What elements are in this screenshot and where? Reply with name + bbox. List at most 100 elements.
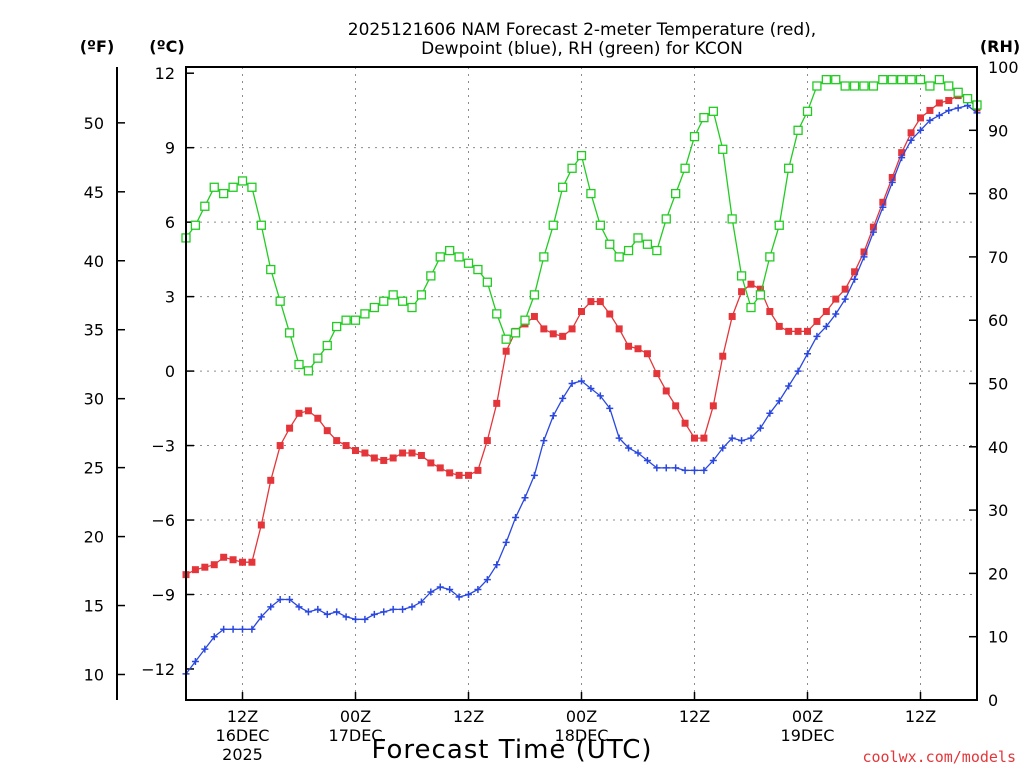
dewpoint-point [417, 598, 425, 606]
dewpoint-point [879, 203, 887, 211]
dewpoint-point [483, 576, 491, 584]
temperature-point [662, 387, 670, 395]
series-layer [181, 75, 982, 678]
rh-point [868, 81, 879, 91]
rh-point [831, 75, 841, 85]
temperature-point [446, 469, 454, 477]
rh-point [209, 182, 219, 192]
temperature-point [559, 332, 567, 340]
dewpoint-point [427, 588, 435, 596]
dewpoint-point [314, 605, 322, 613]
dewpoint-point [267, 603, 275, 611]
rh-point [802, 106, 813, 116]
rh-point [962, 94, 973, 104]
temperature-point [314, 414, 322, 422]
rh-point [275, 296, 285, 306]
temperature-point [530, 312, 538, 320]
x-axis-label: Forecast Time (UTC) [371, 735, 652, 765]
fahrenheit-tick-label: 45 [84, 183, 104, 202]
fahrenheit-axis: 10 15 20 25 30 35 40 45 50 [84, 67, 125, 700]
time-tick-year: 2025 [222, 745, 263, 764]
temperature-point [775, 322, 783, 330]
rh-point [878, 75, 888, 85]
temperature-point [276, 442, 284, 450]
rh-point [492, 309, 502, 319]
rh-point [925, 81, 935, 91]
temperature-point [239, 558, 246, 566]
dewpoint-point [210, 633, 218, 641]
rh-point [256, 220, 266, 230]
dewpoint-point [191, 658, 199, 666]
rh-point [501, 334, 511, 344]
rh-point [341, 315, 351, 325]
dewpoint-point [540, 437, 548, 445]
time-tick-label: 12Z [227, 707, 258, 726]
rh-tick-label: 40 [988, 438, 1008, 457]
temperature-point [342, 442, 350, 450]
rh-point [576, 150, 587, 161]
rh-tick-label: 50 [988, 375, 1008, 394]
time-tick-label: 12Z [453, 707, 484, 726]
rh-point [416, 290, 427, 300]
rh-point [595, 220, 605, 230]
dewpoint-point [945, 106, 953, 114]
rh-point [718, 144, 728, 154]
rh-point [661, 214, 671, 224]
temperature-point [841, 285, 849, 293]
dewpoint-point [248, 625, 256, 633]
dewpoint-point [239, 625, 246, 633]
temperature-point [380, 456, 388, 464]
temperature-point [361, 449, 369, 457]
temperature-point [248, 558, 256, 566]
temperature-point [756, 285, 764, 293]
fahrenheit-unit-label: (ºF) [80, 37, 115, 56]
dewpoint-point [775, 397, 783, 405]
rh-point [445, 245, 455, 256]
celsius-tick-label: 3 [165, 288, 175, 307]
rh-point [313, 353, 323, 363]
rh-point [605, 239, 615, 249]
celsius-tick-label: 9 [165, 139, 175, 158]
fahrenheit-tick-label: 40 [84, 252, 104, 271]
dewpoint-point [530, 471, 538, 479]
temperature-point [417, 451, 425, 459]
dewpoint-point [691, 466, 698, 474]
dewpoint-point [342, 613, 350, 621]
rh-point [774, 220, 784, 230]
rh-point [454, 252, 464, 262]
temperature-point [596, 298, 604, 306]
temperature-point [352, 447, 359, 455]
dewpoint-point [766, 409, 774, 417]
rh-point [953, 87, 963, 97]
rh-point [548, 220, 558, 230]
dewpoint-point [361, 615, 369, 623]
rh-point [652, 245, 662, 256]
dewpoint-point [606, 404, 614, 412]
temperature-point [578, 308, 585, 316]
dewpoint-point [436, 583, 444, 591]
temperature-point [408, 449, 416, 457]
dewpoint-point [926, 116, 934, 124]
temperature-point [229, 556, 237, 564]
dewpoint-point [643, 456, 651, 464]
temperature-point [455, 471, 463, 479]
dewpoint-point [738, 437, 746, 445]
fahrenheit-tick-label: 30 [84, 390, 104, 409]
dewpoint-point [954, 104, 962, 112]
temperature-point [191, 566, 199, 574]
rh-point [397, 296, 408, 306]
dewpoint-point [756, 424, 764, 432]
dewpoint-point [625, 444, 633, 452]
rh-point [558, 182, 568, 192]
grid-lines [186, 67, 977, 700]
dewpoint-point [719, 444, 727, 452]
temperature-point [643, 350, 651, 358]
rh-tick-label: 100 [988, 58, 1019, 77]
dewpoint-point [295, 603, 303, 611]
temperature-point [700, 434, 708, 442]
rh-point [887, 75, 897, 85]
plot-frame [185, 66, 978, 701]
fahrenheit-tick-label: 50 [84, 114, 104, 133]
dewpoint-point [220, 625, 228, 633]
